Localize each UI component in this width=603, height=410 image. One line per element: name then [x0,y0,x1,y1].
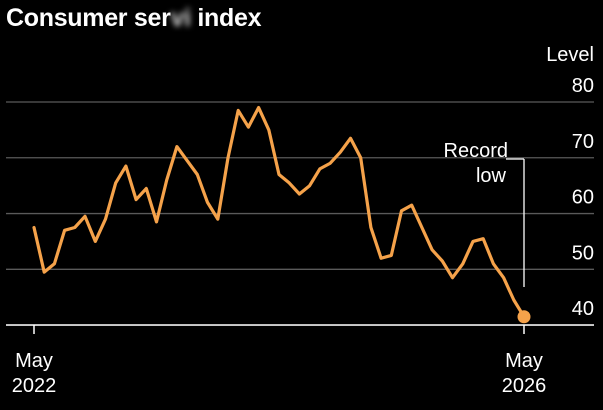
x-tick-label-month-0: May [15,350,53,372]
series-line [32,105,526,319]
y-tick-label-60: 60 [572,187,594,209]
x-tick-label-year-0: 2022 [12,375,57,397]
y-tick-label-70: 70 [572,131,594,153]
y-axis: Level 40 50 60 70 80 [546,44,594,320]
y-tick-label-50: 50 [572,242,594,264]
annotation-text-line2: low [476,165,507,187]
series-layer [32,105,531,324]
y-tick-label-80: 80 [572,75,594,97]
x-tick-label-year-1: 2026 [502,375,547,397]
y-axis-label: Level [546,44,594,66]
title-obscured-text: vi [170,4,192,32]
record-low-annotation: Record low [444,140,525,287]
gridlines [6,101,594,326]
title-visible-text: Consumer ser [6,4,171,32]
chart-title: Consumer servi index [6,4,262,33]
annotation-text-line1: Record [444,140,508,162]
x-axis: May 2022 May 2026 [12,325,547,397]
y-tick-label-40: 40 [572,298,594,320]
x-tick-label-month-1: May [505,350,543,372]
record-low-point [517,310,531,324]
title-end-text: index [190,4,262,32]
